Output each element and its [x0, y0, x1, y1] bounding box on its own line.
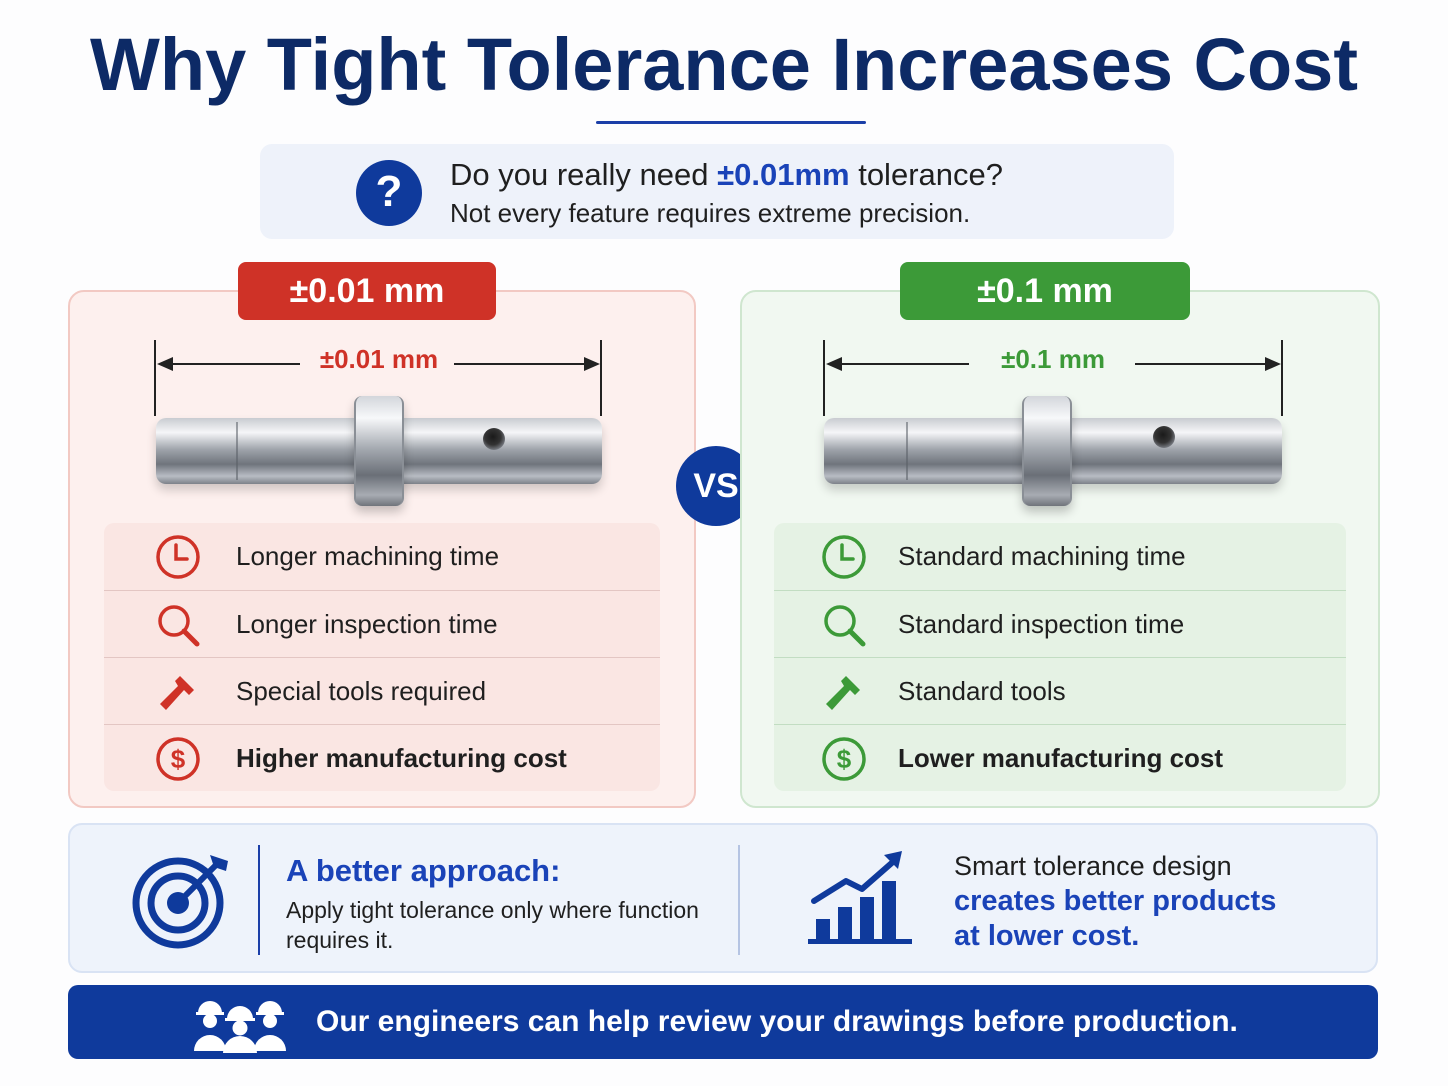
list-item: Standard machining time: [774, 523, 1346, 590]
dimension-label-standard: ±0.1 mm: [1001, 344, 1105, 374]
list-item: Special tools required: [104, 657, 660, 724]
item-label: Longer inspection time: [236, 609, 498, 639]
list-item: $ Higher manufacturing cost: [104, 724, 660, 791]
page-title: Why Tight Tolerance Increases Cost: [90, 23, 1358, 106]
footer-text: Our engineers can help review your drawi…: [316, 1005, 1238, 1038]
item-label: Standard inspection time: [898, 609, 1185, 639]
dollar-icon: $: [822, 737, 866, 781]
question-line: Do you really need ±0.01mm tolerance?: [450, 157, 1003, 192]
engineers-icon: [194, 1001, 286, 1053]
magnifier-icon: [824, 605, 866, 647]
list-item: Longer inspection time: [104, 590, 660, 657]
item-label: Standard machining time: [898, 541, 1186, 571]
smart-design-line1: Smart tolerance design: [954, 851, 1232, 881]
tight-tolerance-list: Longer machining time Longer inspection …: [104, 523, 660, 791]
svg-text:$: $: [171, 744, 186, 774]
tool-icon: [826, 676, 860, 710]
target-icon: [132, 855, 228, 949]
dimension-line-standard: ±0.1 mm: [823, 340, 1285, 420]
list-item: Standard inspection time: [774, 590, 1346, 657]
title-underline: [596, 121, 866, 124]
item-label: Longer machining time: [236, 541, 500, 571]
smart-design-line2: creates better products: [954, 885, 1277, 917]
better-approach-section: A better approach: Apply tight tolerance…: [68, 823, 1378, 973]
shaft-image-tight: [156, 396, 604, 508]
tight-tolerance-tag: ±0.01 mm: [238, 262, 496, 320]
item-label: Special tools required: [236, 676, 487, 706]
footer-banner: Our engineers can help review your drawi…: [68, 985, 1378, 1059]
standard-tolerance-list: Standard machining time Standard inspect…: [774, 523, 1346, 791]
question-banner: ? Do you really need ±0.01mm tolerance? …: [260, 144, 1174, 239]
divider: [258, 845, 260, 955]
question-circle-icon: ?: [356, 160, 422, 226]
dimension-label-tight: ±0.01 mm: [319, 344, 439, 374]
tolerance-highlight: ±0.01mm: [717, 157, 850, 192]
dimension-line-tight: ±0.01 mm: [154, 340, 604, 420]
dollar-icon: $: [156, 737, 200, 781]
magnifier-icon: [158, 605, 200, 647]
divider: [738, 845, 740, 955]
list-item: Longer machining time: [104, 523, 660, 590]
smart-design-line3: at lower cost.: [954, 920, 1140, 952]
item-label: Standard tools: [898, 676, 1066, 706]
list-item: $ Lower manufacturing cost: [774, 724, 1346, 791]
growth-chart-icon: [808, 851, 912, 944]
question-subline: Not every feature requires extreme preci…: [450, 198, 971, 228]
clock-icon: [822, 535, 866, 579]
item-label: Lower manufacturing cost: [898, 743, 1224, 773]
item-label: Higher manufacturing cost: [236, 743, 567, 773]
approach-body: Apply tight tolerance only where functio…: [286, 897, 699, 953]
list-item: Standard tools: [774, 657, 1346, 724]
clock-icon: [156, 535, 200, 579]
svg-text:$: $: [837, 744, 852, 774]
shaft-image-standard: [824, 396, 1284, 508]
tool-icon: [160, 676, 194, 710]
standard-tolerance-tag: ±0.1 mm: [900, 262, 1190, 320]
approach-title: A better approach:: [286, 853, 561, 888]
